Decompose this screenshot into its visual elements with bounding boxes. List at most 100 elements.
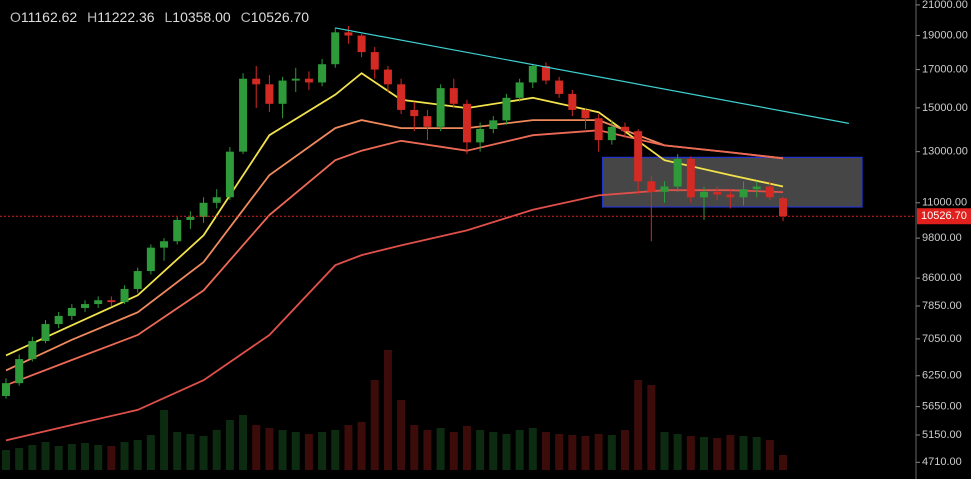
volume-bar <box>647 385 656 470</box>
moving-average <box>5 129 784 387</box>
candle-body <box>304 78 313 83</box>
volume-bar <box>489 432 498 470</box>
candle-body <box>397 84 406 110</box>
candle-body <box>265 84 274 104</box>
y-tick-label: 13000.00 <box>922 146 968 158</box>
moving-average <box>5 72 784 357</box>
candle-body <box>713 191 722 195</box>
candle-body <box>120 288 129 303</box>
volume-bar <box>344 425 353 470</box>
candle-body <box>81 304 90 308</box>
volume-bar <box>620 430 629 470</box>
candle-body <box>383 69 392 85</box>
candle-body <box>370 52 379 70</box>
candle-body <box>160 241 169 248</box>
candle-body <box>779 198 788 217</box>
candle-body <box>515 82 524 98</box>
volume-bar <box>383 350 392 470</box>
volume-bar <box>265 428 274 470</box>
volume-bar <box>146 435 155 470</box>
volume-bar <box>686 436 695 470</box>
candle-body <box>436 88 445 127</box>
volume-bar <box>278 430 287 470</box>
volume-bar <box>397 400 406 470</box>
candle-body <box>146 247 155 272</box>
candle-body <box>423 116 432 127</box>
y-tick-label: 7050.00 <box>922 333 962 345</box>
volume-bar <box>436 428 445 470</box>
candle-body <box>581 109 590 119</box>
trend-line <box>335 27 849 124</box>
candle-body <box>449 88 458 104</box>
volume-bar <box>120 442 129 470</box>
candle-body <box>528 65 537 83</box>
volume-bar <box>634 380 643 470</box>
candle-body <box>94 300 103 305</box>
candle-body <box>225 151 234 198</box>
volume-bar <box>555 434 564 470</box>
candle-body <box>331 32 340 65</box>
candle-body <box>54 315 63 325</box>
candle-body <box>620 126 629 132</box>
candle-body <box>541 65 550 81</box>
volume-bar <box>700 437 709 470</box>
volume-bar <box>713 438 722 470</box>
candle-body <box>502 97 511 121</box>
candle-body <box>673 158 682 187</box>
volume-bar <box>673 434 682 470</box>
ohlc-label: O <box>10 9 21 25</box>
volume-bar <box>186 434 195 470</box>
last-price-tag <box>917 208 971 225</box>
volume-bar <box>502 434 511 470</box>
ohlc-label: L <box>164 9 172 25</box>
volume-bar <box>765 440 774 470</box>
volume-bar <box>67 444 76 470</box>
volume-bar <box>318 432 327 470</box>
volume-bar <box>357 422 366 470</box>
volume-bar <box>15 448 24 470</box>
volume-bar <box>581 436 590 470</box>
volume-bar <box>199 436 208 470</box>
volume-bar <box>291 432 300 470</box>
price-axis-panel <box>916 0 971 479</box>
volume-bar <box>423 430 432 470</box>
volume-bar <box>94 445 103 470</box>
candle-body <box>2 383 10 396</box>
candle-body <box>67 307 76 316</box>
candle-body <box>634 131 643 182</box>
candle-body <box>357 35 366 53</box>
candle-body <box>555 80 564 94</box>
volume-bar <box>476 430 485 470</box>
candle-body <box>700 191 709 198</box>
volume-bar <box>462 426 471 470</box>
volume-bar <box>41 442 50 470</box>
volume-bar <box>239 415 248 470</box>
volume-bar <box>607 435 616 470</box>
volume-bar <box>2 450 10 470</box>
candle-body <box>410 109 419 117</box>
volume-bar <box>449 432 458 470</box>
candle-body <box>344 32 353 36</box>
y-tick-label: 7850.00 <box>922 300 962 312</box>
y-tick-label: 17000.00 <box>922 63 968 75</box>
y-tick-label: 15000.00 <box>922 102 968 114</box>
candle-body <box>752 186 761 190</box>
candle-body <box>489 120 498 129</box>
ohlc-value: 11222.36 <box>97 9 155 25</box>
y-tick-label: 4710.00 <box>922 456 962 468</box>
candle-body <box>726 194 735 198</box>
ohlc-value: 11162.62 <box>21 9 78 25</box>
ohlc-label: H <box>87 9 97 25</box>
ohlc-value: 10358.00 <box>172 9 231 25</box>
volume-bar <box>541 432 550 470</box>
moving-average <box>5 119 784 372</box>
range-box <box>602 156 863 208</box>
candle-body <box>291 78 300 81</box>
candle-body <box>199 202 208 218</box>
y-tick-label: 21000.00 <box>922 0 968 11</box>
candle-body <box>186 217 195 220</box>
y-tick-label: 6250.00 <box>922 370 962 382</box>
candle-body <box>607 126 616 141</box>
candle-body <box>212 197 221 203</box>
